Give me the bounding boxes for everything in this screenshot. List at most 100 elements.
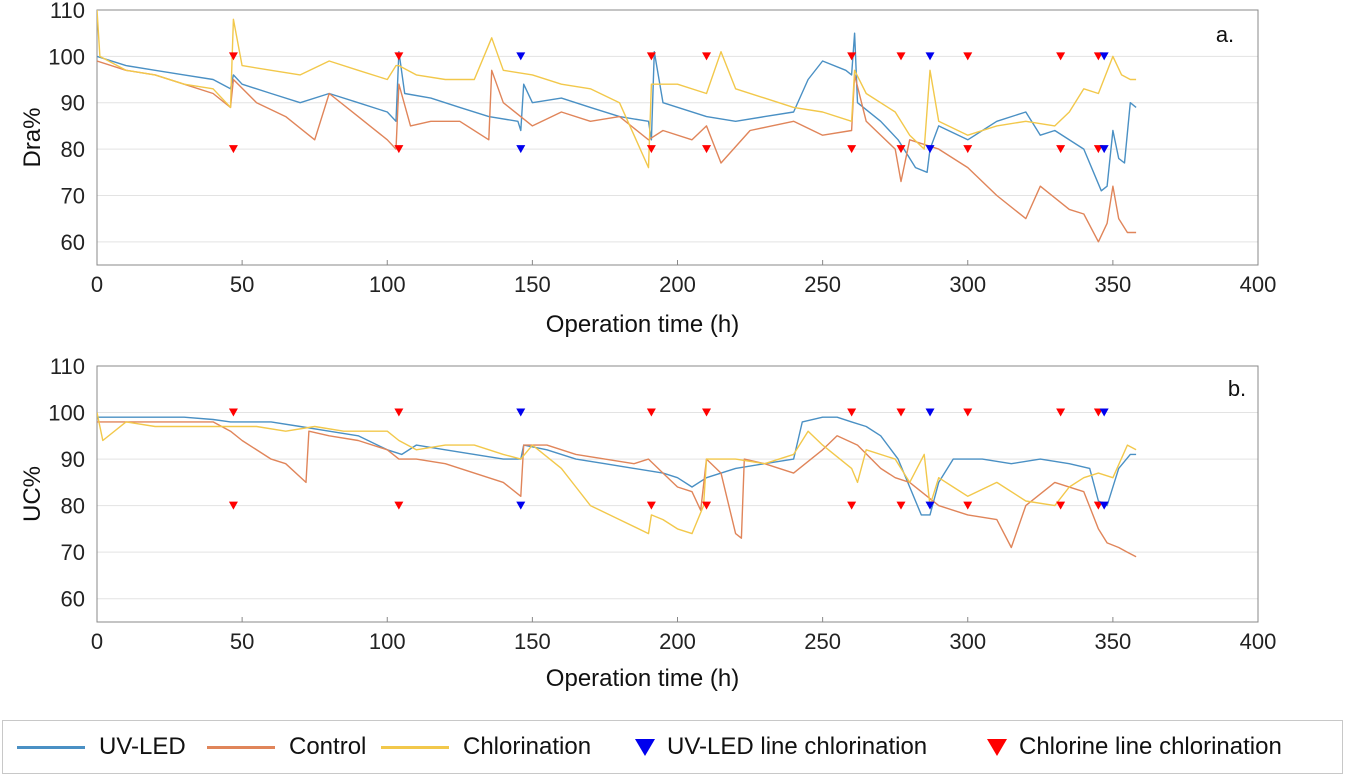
x-tick-label: 350 <box>1095 629 1132 654</box>
x-tick-label: 350 <box>1095 272 1132 297</box>
y-tick-label: 110 <box>50 0 85 23</box>
series-line-control <box>97 60 1137 243</box>
x-tick-label: 250 <box>804 272 841 297</box>
uv-led-line-chlorination-marker <box>1099 501 1109 510</box>
chlorine-line-chlorination-marker <box>847 145 857 154</box>
panel-label: b. <box>1228 376 1246 401</box>
series-line-chlorination <box>97 10 1137 169</box>
x-tick-label: 150 <box>514 272 551 297</box>
chlorine-line-chlorination-marker <box>963 145 973 154</box>
uv-led-line-chlorination-marker <box>925 145 935 154</box>
y-tick-label: 80 <box>61 494 85 519</box>
chlorine-line-chlorination-marker <box>847 52 857 61</box>
chlorine-line-chlorination-marker <box>394 52 404 61</box>
x-tick-label: 400 <box>1240 629 1277 654</box>
chlorine-line-chlorination-marker <box>1093 145 1103 154</box>
chlorine-line-chlorination-marker <box>1056 408 1066 417</box>
x-tick-label: 300 <box>949 629 986 654</box>
y-tick-label: 60 <box>61 230 85 255</box>
uv-led-line-chlorination-marker <box>1099 52 1109 61</box>
legend-label-chlorination: Chlorination <box>463 733 592 760</box>
uv-led-line-chlorination-marker <box>516 145 526 154</box>
chlorine-line-chlorination-marker <box>1093 52 1103 61</box>
legend-item-cl-line-chlorination: Chlorine line chlorination <box>987 721 1282 773</box>
chlorine-line-chlorination-marker <box>646 145 656 154</box>
y-tick-label: 70 <box>61 183 85 208</box>
x-tick-label: 200 <box>659 272 696 297</box>
legend-label-control: Control <box>289 733 367 760</box>
x-tick-label: 0 <box>91 629 103 654</box>
uv-led-line-chlorination-marker <box>1099 145 1109 154</box>
chlorine-line-chlorination-marker <box>847 408 857 417</box>
chlorine-line-chlorination-marker <box>702 52 712 61</box>
figure: 0 50 100 150 200 250 300 350 400 60 70 80 90 100 110 Op… <box>19 0 1276 692</box>
y-tick-label: 90 <box>61 447 85 472</box>
x-axis-label: Operation time (h) <box>546 311 739 338</box>
uv-led-line-chlorination-marker <box>516 501 526 510</box>
chlorine-line-chlorination-marker <box>702 408 712 417</box>
chlorine-line-chlorination-marker <box>1093 501 1103 510</box>
chlorine-line-chlorination-marker <box>963 501 973 510</box>
x-tick-label: 100 <box>369 629 406 654</box>
chlorine-line-chlorination-marker <box>646 501 656 510</box>
legend-swatch-uv-led <box>17 745 85 749</box>
y-tick-label: 70 <box>61 540 85 565</box>
x-tick-label: 0 <box>91 272 103 297</box>
chlorine-line-chlorination-marker <box>896 52 906 61</box>
uv-led-line-chlorination-marker <box>925 52 935 61</box>
chlorine-line-chlorination-marker <box>394 145 404 154</box>
chlorine-line-chlorination-marker <box>963 52 973 61</box>
chlorine-line-chlorination-marker <box>394 501 404 510</box>
chlorine-line-chlorination-marker <box>646 52 656 61</box>
x-tick-label: 150 <box>514 629 551 654</box>
x-tick-label: 50 <box>230 629 254 654</box>
legend-label-uv-line-chlorination: UV-LED line chlorination <box>667 733 928 760</box>
legend-swatch-chlorination <box>381 745 449 749</box>
plot-area <box>96 9 1259 266</box>
chlorine-line-chlorination-marker <box>896 408 906 417</box>
chlorine-line-chlorination-marker <box>228 52 238 61</box>
panel-b: 0 50 100 150 200 250 300 350 400 60 70 80 90 100 110 Op… <box>19 354 1276 692</box>
series-line-chlorination <box>97 412 1137 535</box>
series-line-uv-led <box>97 416 1137 516</box>
plot-area <box>96 365 1259 623</box>
panel-a: 0 50 100 150 200 250 300 350 400 60 70 80 90 100 110 Op… <box>19 0 1276 338</box>
chlorine-line-chlorination-marker <box>847 501 857 510</box>
x-tick-label: 400 <box>1240 272 1277 297</box>
chlorine-line-chlorination-marker <box>646 408 656 417</box>
x-tick-label: 300 <box>949 272 986 297</box>
x-tick-label: 50 <box>230 272 254 297</box>
legend-item-control: Control <box>207 721 366 773</box>
x-tick-label: 200 <box>659 629 696 654</box>
legend-label-uv-led: UV-LED <box>99 733 186 760</box>
y-tick-label: 110 <box>50 354 85 379</box>
chlorine-line-chlorination-marker <box>702 145 712 154</box>
series-line-control <box>97 421 1137 558</box>
chlorine-line-chlorination-marker <box>702 501 712 510</box>
series-line-uv-led <box>97 32 1137 192</box>
y-tick-label: 90 <box>61 91 85 116</box>
legend-swatch-control <box>207 745 275 749</box>
uv-led-line-chlorination-marker <box>925 501 935 510</box>
chlorine-line-chlorination-marker <box>228 145 238 154</box>
panel-label: a. <box>1216 22 1234 47</box>
chlorine-line-chlorination-marker <box>1056 52 1066 61</box>
chlorine-line-chlorination-marker <box>228 501 238 510</box>
uv-led-line-chlorination-marker <box>1099 408 1109 417</box>
chlorine-line-chlorination-marker <box>1056 501 1066 510</box>
chlorine-line-chlorination-marker <box>963 408 973 417</box>
y-tick-label: 60 <box>61 587 85 612</box>
legend: UV-LED Control Chlorination UV-LED line … <box>2 720 1343 774</box>
chlorine-line-chlorination-marker <box>228 408 238 417</box>
legend-item-uv-led: UV-LED <box>17 721 186 773</box>
y-tick-label: 80 <box>61 137 85 162</box>
chlorine-line-chlorination-marker <box>896 501 906 510</box>
x-tick-label: 250 <box>804 629 841 654</box>
x-tick-label: 100 <box>369 272 406 297</box>
chlorine-line-chlorination-marker <box>394 408 404 417</box>
y-tick-label: 100 <box>48 401 85 426</box>
y-tick-label: 100 <box>48 44 85 69</box>
down-triangle-icon <box>635 738 655 756</box>
uv-led-line-chlorination-marker <box>516 52 526 61</box>
y-axis-label: UC% <box>19 466 46 522</box>
